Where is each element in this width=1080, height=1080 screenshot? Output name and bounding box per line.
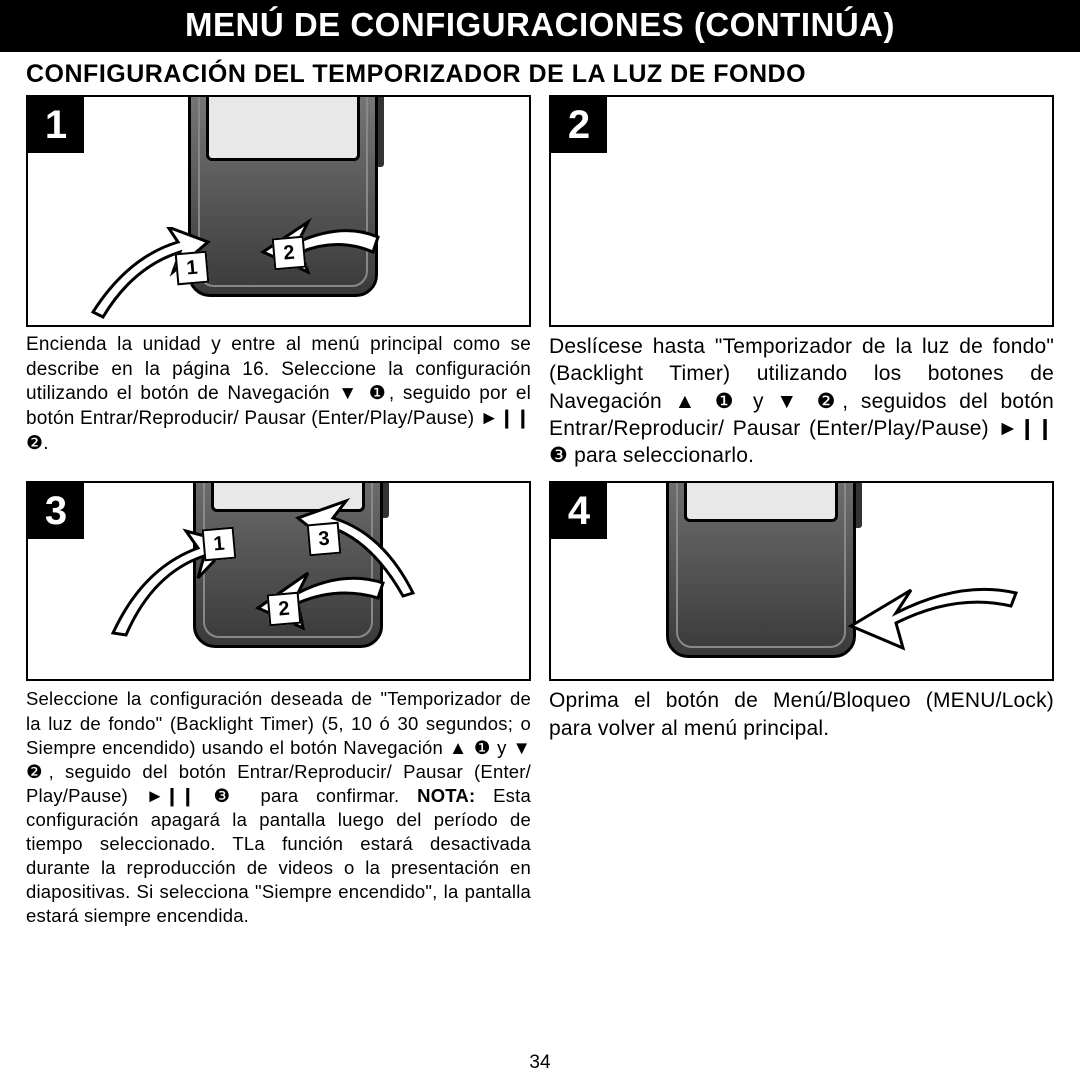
step2-number: 2	[551, 97, 607, 153]
step1-caption: Encienda la unidad y entre al menú princ…	[26, 333, 531, 456]
step2-caption: Deslícese hasta "Temporizador de la luz …	[549, 333, 1054, 469]
step3-number: 3	[28, 483, 84, 539]
section-subtitle: CONFIGURACIÓN DEL TEMPORIZADOR DE LA LUZ…	[26, 60, 1054, 89]
callout-1: 1	[175, 251, 210, 286]
callout-3-3: 3	[307, 522, 342, 557]
callout-3-2: 2	[267, 592, 302, 627]
step2-illustration: 2	[549, 95, 1054, 327]
step1-illustration: 1 1 2	[26, 95, 531, 327]
step3-caption: Seleccione la configuración deseada de "…	[26, 687, 531, 927]
callout-2: 2	[272, 236, 307, 271]
step4-caption: Oprima el botón de Menú/Bloqueo (MENU/Lo…	[549, 687, 1054, 742]
callout-3-1: 1	[202, 527, 237, 562]
step3-illustration: 3	[26, 481, 531, 681]
page-number: 34	[0, 1052, 1080, 1074]
step1-number: 1	[28, 97, 84, 153]
page-title: MENÚ DE CONFIGURACIONES (CONTINÚA)	[0, 0, 1080, 52]
step4-number: 4	[551, 483, 607, 539]
step4-illustration: 4	[549, 481, 1054, 681]
